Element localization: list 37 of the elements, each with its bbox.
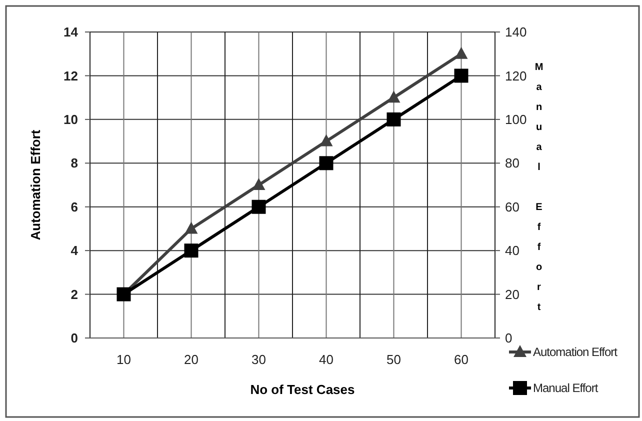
y-tick-label: 12 <box>64 68 78 84</box>
point <box>252 178 266 190</box>
x-tick-label: 20 <box>184 352 198 367</box>
x-axis-title: No of Test Cases <box>250 382 355 397</box>
legend-label: Manual Effort <box>533 381 599 396</box>
y-axis-title: Automation Effort <box>28 129 43 240</box>
y-tick-label: 6 <box>70 199 78 214</box>
y-tick-label: 4 <box>70 243 79 258</box>
y2-tick-label: 40 <box>505 243 520 258</box>
point <box>319 156 334 170</box>
point <box>184 222 198 234</box>
point <box>454 68 468 83</box>
y2-tick-label: 120 <box>505 68 527 84</box>
x-tick-label: 40 <box>319 352 334 367</box>
point <box>454 46 468 59</box>
y2-tick-label: 60 <box>505 199 520 214</box>
point <box>386 112 401 126</box>
y2-tick-label: 140 <box>505 24 527 40</box>
y2-tick-label: 100 <box>505 112 527 127</box>
legend-label: Automation Effort <box>533 345 618 360</box>
point <box>252 200 266 214</box>
y2-axis-title: Manual Effort <box>534 62 544 322</box>
x-tick-label: 10 <box>116 352 131 367</box>
y-tick-label: 0 <box>70 330 78 346</box>
y-tick-label: 10 <box>64 112 78 127</box>
y2-tick-label: 0 <box>505 330 512 346</box>
point <box>184 244 198 258</box>
y-tick-label: 8 <box>70 156 78 171</box>
x-tick-label: 50 <box>386 352 401 367</box>
y2-tick-label: 80 <box>505 156 520 171</box>
x-tick-label: 60 <box>454 352 468 367</box>
y2-tick-label: 20 <box>505 286 520 302</box>
point <box>387 90 400 103</box>
y-tick-label: 2 <box>70 286 78 302</box>
y-tick-label: 14 <box>64 24 79 40</box>
point <box>320 134 333 146</box>
x-tick-label: 30 <box>252 352 266 367</box>
